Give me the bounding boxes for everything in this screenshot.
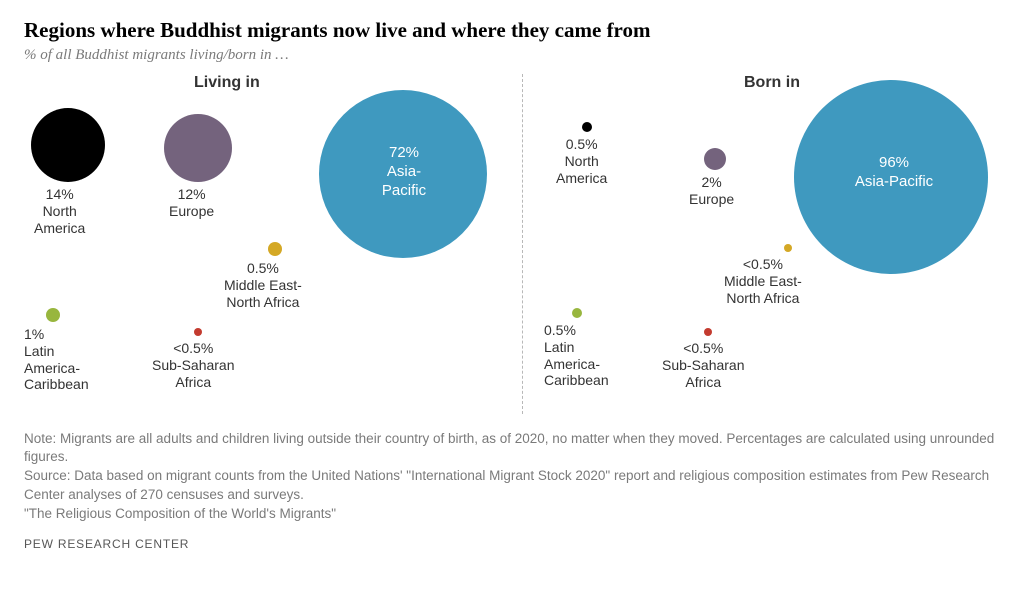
born-na-value: 0.5% xyxy=(566,136,598,152)
living-ap-region1: Asia- xyxy=(387,163,421,180)
born-lac-region2: America- xyxy=(544,356,600,372)
born-ssa-bubble xyxy=(704,328,712,336)
born-mena-value: <0.5% xyxy=(743,256,783,272)
born-na-region2: America xyxy=(556,170,607,186)
born-na-label: 0.5% North America xyxy=(556,136,607,186)
living-lac-bubble xyxy=(46,308,60,322)
chart-area: Living in Born in 14% North America 12% … xyxy=(24,74,999,424)
born-lac-region3: Caribbean xyxy=(544,372,609,388)
chart-subtitle: % of all Buddhist migrants living/born i… xyxy=(24,47,999,64)
born-mena-region1: Middle East- xyxy=(724,273,802,289)
chart-title: Regions where Buddhist migrants now live… xyxy=(24,18,999,43)
born-header: Born in xyxy=(744,74,800,92)
born-lac-label: 0.5% Latin America- Caribbean xyxy=(544,322,609,389)
born-mena-label: <0.5% Middle East- North Africa xyxy=(724,256,802,306)
living-ap-value: 72% xyxy=(389,144,419,161)
living-mena-region1: Middle East- xyxy=(224,277,302,293)
living-na-value: 14% xyxy=(46,186,74,202)
living-ap-label: 72% Asia- Pacific xyxy=(364,144,444,200)
living-na-label: 14% North America xyxy=(34,186,85,236)
born-na-bubble xyxy=(582,122,592,132)
born-lac-bubble xyxy=(572,308,582,318)
born-ssa-region2: Africa xyxy=(685,374,721,390)
living-ssa-value: <0.5% xyxy=(173,340,213,356)
living-eu-value: 12% xyxy=(178,186,206,202)
living-eu-label: 12% Europe xyxy=(169,186,214,220)
born-eu-region: Europe xyxy=(689,191,734,207)
born-ap-region: Asia-Pacific xyxy=(855,173,933,190)
living-lac-label: 1% Latin America- Caribbean xyxy=(24,326,89,393)
living-lac-value: 1% xyxy=(24,326,44,342)
living-eu-bubble xyxy=(164,114,232,182)
living-mena-label: 0.5% Middle East- North Africa xyxy=(224,260,302,310)
born-ap-value: 96% xyxy=(879,154,909,171)
living-lac-region2: America- xyxy=(24,360,80,376)
report-text: "The Religious Composition of the World'… xyxy=(24,505,999,523)
living-header: Living in xyxy=(194,74,260,92)
note-text: Note: Migrants are all adults and childr… xyxy=(24,430,999,466)
born-mena-bubble xyxy=(784,244,792,252)
born-eu-bubble xyxy=(704,148,726,170)
living-lac-region1: Latin xyxy=(24,343,54,359)
living-ssa-label: <0.5% Sub-Saharan Africa xyxy=(152,340,235,390)
living-lac-region3: Caribbean xyxy=(24,376,89,392)
living-na-bubble xyxy=(31,108,105,182)
living-ap-region2: Pacific xyxy=(382,182,426,199)
born-na-region1: North xyxy=(565,153,599,169)
born-lac-value: 0.5% xyxy=(544,322,576,338)
living-eu-region: Europe xyxy=(169,203,214,219)
living-ssa-region1: Sub-Saharan xyxy=(152,357,235,373)
living-na-region2: America xyxy=(34,220,85,236)
living-ssa-region2: Africa xyxy=(175,374,211,390)
living-na-region1: North xyxy=(43,203,77,219)
footnotes: Note: Migrants are all adults and childr… xyxy=(24,430,999,523)
born-ap-label: 96% Asia-Pacific xyxy=(844,154,944,192)
living-ssa-bubble xyxy=(194,328,202,336)
born-mena-region2: North Africa xyxy=(726,290,799,306)
source-text: Source: Data based on migrant counts fro… xyxy=(24,467,999,503)
born-eu-label: 2% Europe xyxy=(689,174,734,208)
living-mena-bubble xyxy=(268,242,282,256)
born-ssa-value: <0.5% xyxy=(683,340,723,356)
living-mena-region2: North Africa xyxy=(226,294,299,310)
branding: PEW RESEARCH CENTER xyxy=(24,537,999,551)
born-ssa-region1: Sub-Saharan xyxy=(662,357,745,373)
born-lac-region1: Latin xyxy=(544,339,574,355)
living-mena-value: 0.5% xyxy=(247,260,279,276)
born-ssa-label: <0.5% Sub-Saharan Africa xyxy=(662,340,745,390)
panel-divider xyxy=(522,74,523,414)
born-eu-value: 2% xyxy=(701,174,721,190)
